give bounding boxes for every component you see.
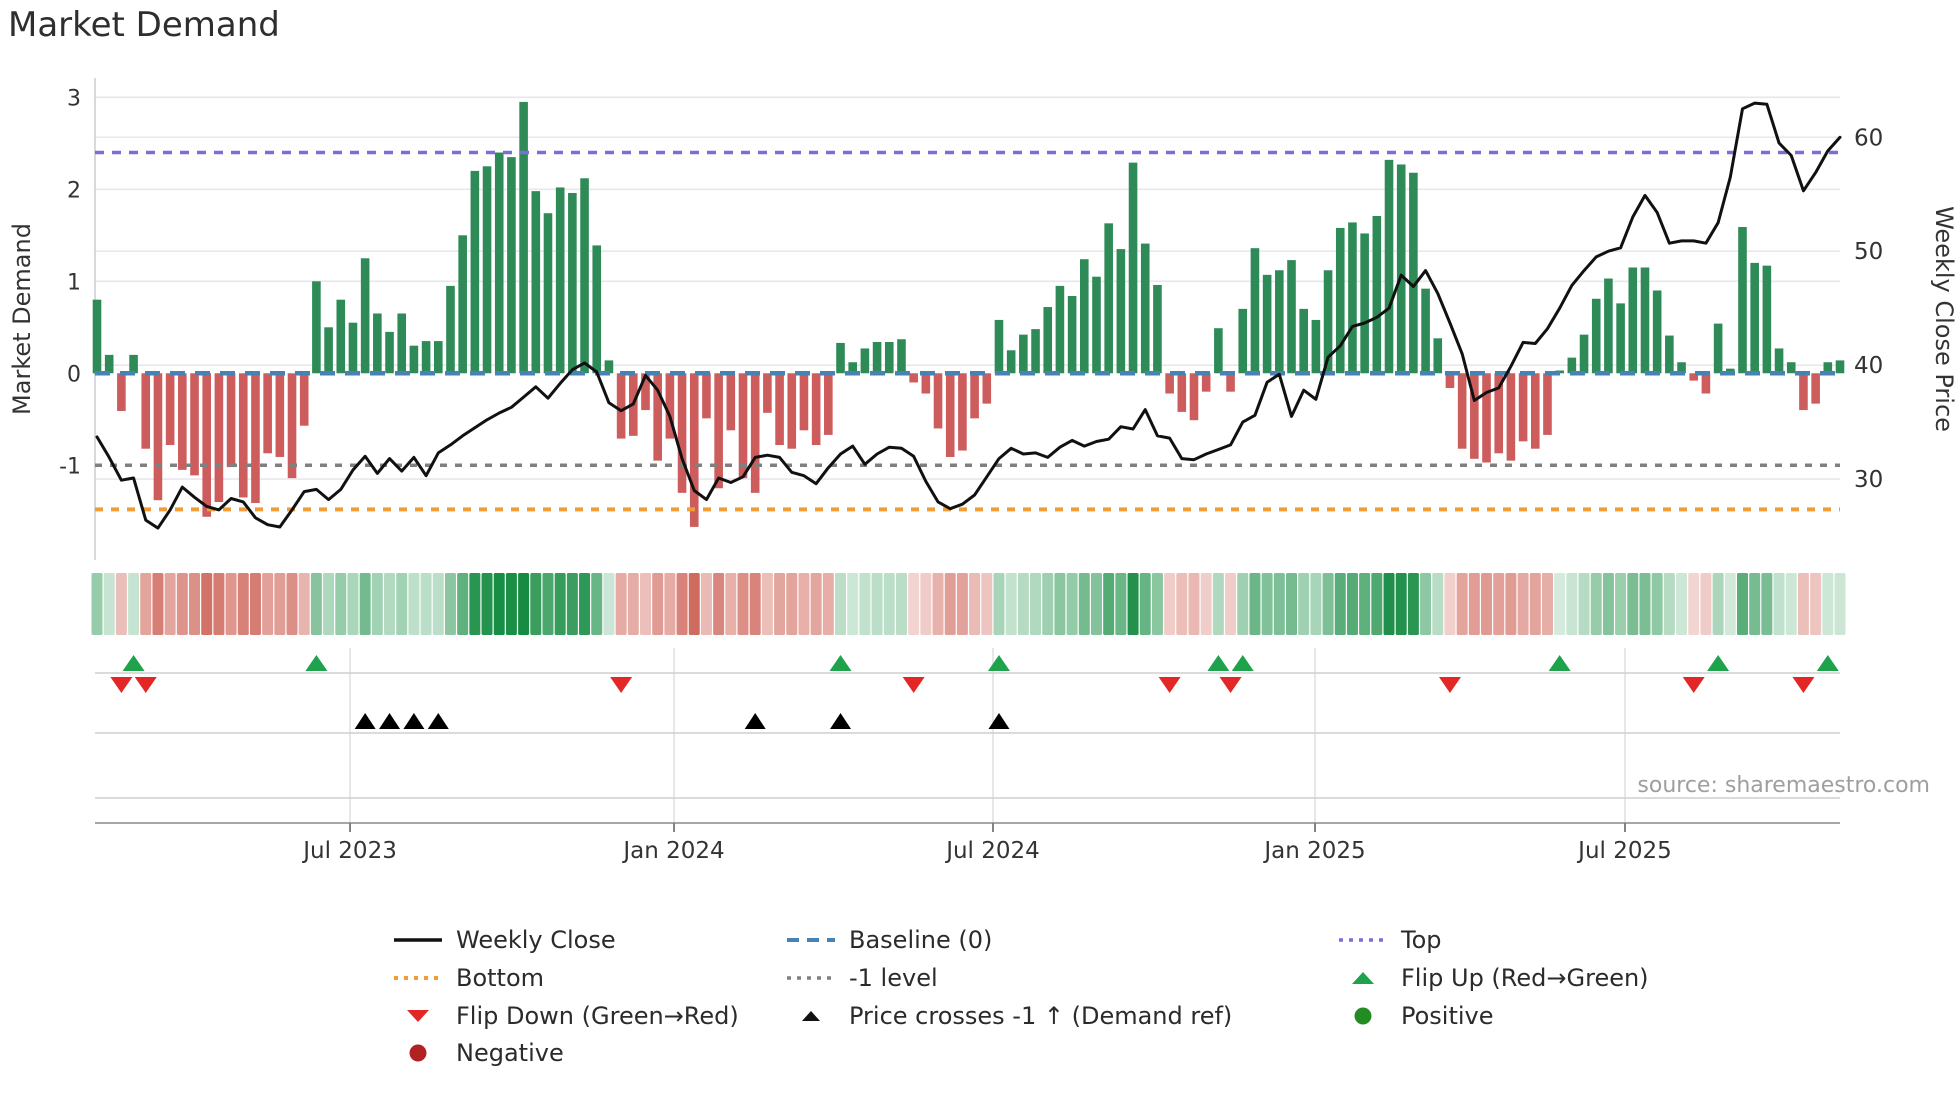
dotted-gray-icon: [787, 976, 835, 980]
legend-label: Negative: [456, 1039, 564, 1067]
x-tick-label: Jul 2025: [1576, 838, 1672, 864]
signal-markers: [110, 655, 1839, 729]
gridlines: [94, 78, 1840, 560]
legend-item-negative: Negative: [392, 1037, 564, 1069]
legend-item-top: Top: [1337, 924, 1442, 956]
legend-item-flip-up-red-green: Flip Up (Red→Green): [1337, 962, 1649, 994]
legend-label: Baseline (0): [849, 926, 993, 954]
right-axis-title: Weekly Close Price: [1930, 206, 1958, 432]
dashed-blue-icon: [787, 938, 835, 942]
legend-label: Bottom: [456, 964, 545, 992]
legend-item-bottom: Bottom: [392, 962, 544, 994]
triangle-up-black-icon: [802, 1011, 820, 1021]
y-axis-right: 30 40 50 60: [1854, 125, 1883, 493]
legend-item-price-crosses-1-demand-ref: Price crosses -1 ↑ (Demand ref): [785, 1000, 1232, 1032]
price-line: [95, 101, 1842, 530]
x-tick-label: Jan 2025: [1262, 838, 1365, 864]
legend-label: -1 level: [849, 964, 938, 992]
legend-label: Top: [1401, 926, 1442, 954]
legend-item-positive: Positive: [1337, 1000, 1494, 1032]
price-cross-markers: [354, 713, 1010, 729]
legend-item-weekly-close: Weekly Close: [392, 924, 616, 956]
demand-bars: [92, 101, 1845, 527]
y-tick-label-left: 3: [67, 86, 81, 111]
x-tick-label: Jan 2024: [621, 838, 724, 864]
triangle-up-green-icon: [1352, 972, 1374, 984]
sub-panels: [95, 648, 1840, 824]
triangle-down-red-icon: [407, 1010, 429, 1022]
legend-label: Flip Up (Red→Green): [1401, 964, 1649, 992]
y-tick-label-right: 40: [1854, 353, 1883, 379]
legend-label: Flip Down (Green→Red): [456, 1002, 739, 1030]
circle-green-icon: [1354, 1007, 1372, 1025]
legend-label: Weekly Close: [456, 926, 616, 954]
line-black-icon: [394, 938, 442, 942]
y-tick-label-right: 50: [1854, 239, 1883, 265]
y-axis-left: -1 0 1 2 3: [59, 86, 81, 479]
x-tick-label: Jul 2024: [944, 838, 1040, 864]
x-tick-label: Jul 2023: [301, 838, 397, 864]
heatmap-strip: [91, 573, 1846, 635]
y-tick-label-right: 60: [1854, 125, 1883, 151]
y-tick-label-right: 30: [1854, 467, 1883, 493]
legend-item-1-level: -1 level: [785, 962, 938, 994]
y-tick-label-left: 1: [67, 270, 81, 295]
legend-label: Positive: [1401, 1002, 1494, 1030]
legend: Weekly Close Bottom Flip Down (Green→Red) N…: [0, 880, 1960, 1102]
page-title: Market Demand: [8, 5, 280, 45]
dotted-purple-icon: [1339, 938, 1387, 942]
flip-up-markers: [122, 655, 1839, 671]
flip-down-markers: [110, 677, 1815, 693]
legend-item-baseline-0: Baseline (0): [785, 924, 992, 956]
legend-item-flip-down-green-red: Flip Down (Green→Red): [392, 1000, 739, 1032]
circle-darkred-icon: [409, 1044, 427, 1062]
y-tick-label-left: -1: [59, 454, 81, 479]
left-axis-title: Market Demand: [8, 223, 36, 415]
source-credit: source: sharemaestro.com: [1637, 773, 1930, 798]
legend-label: Price crosses -1 ↑ (Demand ref): [849, 1002, 1233, 1030]
dotted-orange-icon: [394, 976, 442, 980]
y-tick-label-left: 0: [67, 362, 81, 387]
y-tick-label-left: 2: [67, 178, 81, 203]
x-axis: Jul 2023 Jan 2024 Jul 2024 Jan 2025 Jul 2025: [301, 823, 1672, 864]
